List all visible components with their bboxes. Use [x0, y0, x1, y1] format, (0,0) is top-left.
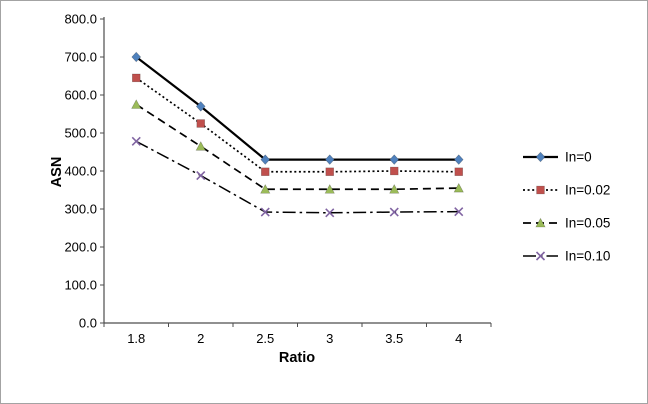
legend-label: In=0.02 — [565, 183, 610, 198]
x-tick-label: 2 — [197, 331, 204, 346]
marker-x-icon — [454, 207, 464, 217]
marker-x-icon — [389, 207, 399, 217]
y-tick-label: 400.0 — [64, 164, 97, 179]
y-tick-label: 500.0 — [64, 126, 97, 141]
chart-canvas: 0.0 100.0 200.0 300.0 400.0 500.0 600.0 700.0 80… — [64, 12, 610, 347]
series-In=0 — [131, 51, 464, 165]
x-tick-label: 2.5 — [256, 331, 274, 346]
y-tick-label: 200.0 — [64, 240, 97, 255]
x-tick-label: 1.8 — [127, 331, 145, 346]
marker-x-icon — [131, 136, 141, 146]
x-tick-label: 3.5 — [385, 331, 403, 346]
legend-item: In=0.05 — [523, 216, 610, 231]
marker-diamond-icon — [389, 154, 400, 165]
y-tick-label: 0.0 — [79, 316, 97, 331]
marker-diamond-icon — [260, 154, 271, 165]
series-In=0.05 — [131, 99, 464, 194]
marker-triangle-icon — [260, 184, 271, 194]
marker-x-icon — [260, 207, 270, 217]
y-tick-label: 700.0 — [64, 50, 97, 65]
y-tick-label: 300.0 — [64, 202, 97, 217]
y-tick-label: 100.0 — [64, 278, 97, 293]
marker-square-icon — [132, 73, 141, 83]
y-axis-title: ASN — [49, 157, 65, 188]
marker-triangle-icon — [453, 182, 464, 193]
marker-x-icon — [325, 208, 335, 218]
marker-diamond-icon — [453, 154, 464, 165]
series-In=0.02 — [132, 73, 463, 176]
marker-diamond-icon — [131, 51, 142, 63]
marker-diamond-icon — [324, 154, 335, 165]
x-tick-label: 3 — [326, 331, 333, 346]
legend-label: In=0.10 — [565, 249, 610, 264]
marker-square-icon — [325, 167, 334, 176]
legend-item: In=0.02 — [523, 183, 610, 198]
y-tick-label: 800.0 — [64, 12, 97, 27]
marker-square-icon — [261, 167, 270, 176]
series-In=0.10 — [131, 136, 464, 218]
marker-diamond-icon — [535, 151, 546, 163]
legend-label: In=0.05 — [565, 216, 610, 231]
marker-square-icon — [536, 185, 545, 195]
marker-triangle-icon — [389, 184, 400, 194]
y-tick-label: 600.0 — [64, 88, 97, 103]
marker-triangle-icon — [535, 217, 546, 228]
marker-x-icon — [535, 251, 546, 261]
legend-item: In=0 — [523, 150, 592, 165]
marker-square-icon — [454, 167, 463, 176]
marker-triangle-icon — [131, 99, 142, 109]
marker-triangle-icon — [195, 141, 206, 151]
x-tick-label: 4 — [455, 331, 462, 346]
marker-square-icon — [390, 166, 399, 176]
legend-item: In=0.10 — [523, 249, 610, 264]
marker-x-icon — [196, 170, 206, 181]
marker-square-icon — [196, 119, 205, 128]
legend-label: In=0 — [565, 150, 592, 165]
marker-diamond-icon — [195, 101, 206, 112]
marker-triangle-icon — [324, 184, 335, 194]
x-axis-title: Ratio — [279, 350, 315, 366]
